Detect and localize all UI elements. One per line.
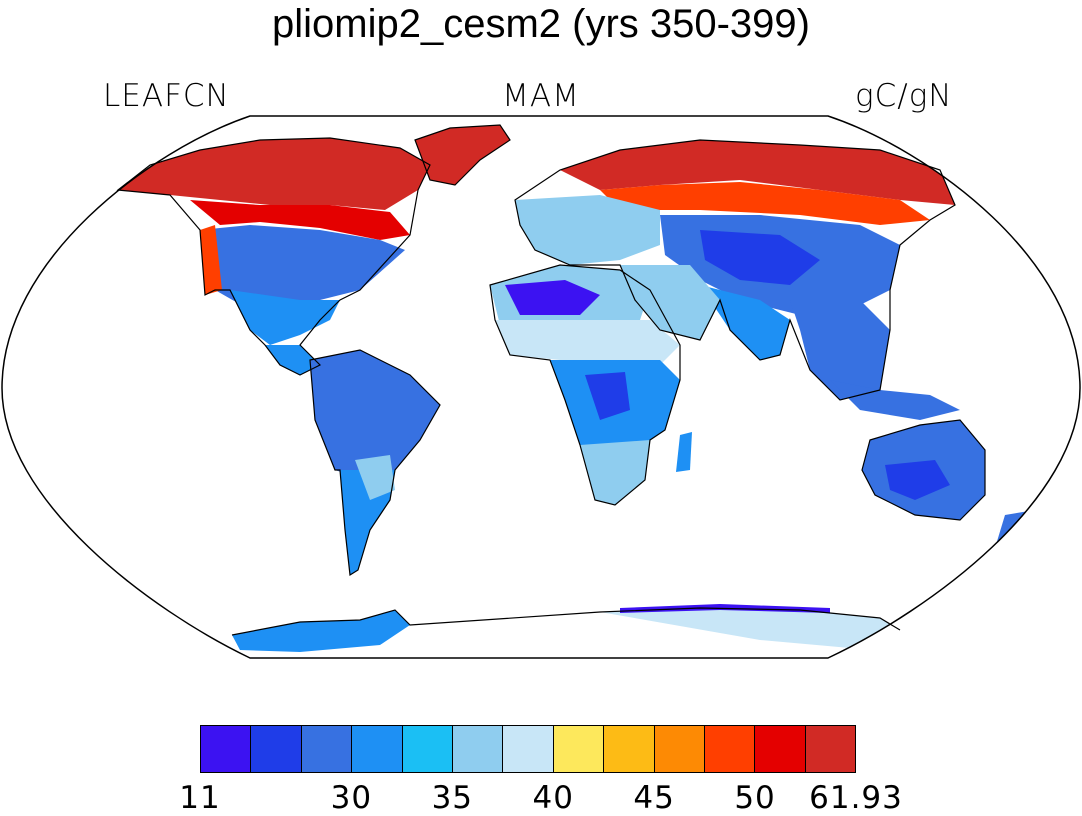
colorbar-tick-label: 45 xyxy=(633,780,675,816)
colorbar-box-7 xyxy=(553,726,605,772)
colorbar-tick-label: 11 xyxy=(179,780,221,816)
colorbar-box-10 xyxy=(704,726,756,772)
region-north-america-south xyxy=(230,290,340,345)
plot-title: pliomip2_cesm2 (yrs 350-399) xyxy=(271,2,810,46)
units-label: gC/gN xyxy=(855,78,953,114)
region-africa-sahel xyxy=(495,320,680,365)
region-eurasia-boreal xyxy=(600,182,930,225)
coastlines xyxy=(116,124,986,636)
colorbar-box-1 xyxy=(251,726,302,772)
region-africa-congo xyxy=(585,372,630,420)
region-south-america-south xyxy=(340,470,395,575)
region-north-america-arctic xyxy=(118,138,430,210)
map-field xyxy=(118,125,1035,652)
region-north-america-boreal xyxy=(190,200,410,240)
region-south-america-north xyxy=(310,350,440,480)
colorbar-box-8 xyxy=(604,726,655,772)
region-europe xyxy=(515,195,660,265)
colorbar-box-3 xyxy=(352,726,403,772)
colorbar-box-12 xyxy=(805,726,856,772)
world-map xyxy=(1,115,1081,659)
map-border xyxy=(1,115,1081,659)
colorbar xyxy=(200,725,856,773)
season-label: MAM xyxy=(502,78,580,114)
region-africa-south xyxy=(580,440,650,505)
region-central-asia-core xyxy=(700,230,820,285)
region-south-america-pampas xyxy=(355,455,395,500)
colorbar-box-4 xyxy=(402,726,453,772)
colorbar-tick-label: 30 xyxy=(330,780,373,816)
colorbar-box-2 xyxy=(301,726,353,772)
region-eurasia-arctic xyxy=(560,140,955,205)
region-new-zealand xyxy=(995,510,1035,548)
region-indonesia xyxy=(830,380,960,420)
region-antarctica-west xyxy=(232,610,410,652)
region-madagascar xyxy=(676,432,692,472)
colorbar-box-9 xyxy=(654,726,705,772)
variable-label: LEAFCN xyxy=(103,78,230,114)
region-central-america xyxy=(265,345,320,375)
colorbar-tick-label: 40 xyxy=(532,780,574,816)
colorbar-box-5 xyxy=(452,726,504,772)
colorbar-box-6 xyxy=(503,726,554,772)
colorbar-tick-label: 61.93 xyxy=(809,780,903,816)
region-greenland xyxy=(415,125,510,185)
colorbar-box-11 xyxy=(755,726,806,772)
colorbar-box-0 xyxy=(201,726,252,772)
region-north-america-west xyxy=(200,225,222,295)
region-south-asia xyxy=(700,285,790,360)
region-antarctica-east xyxy=(600,608,900,648)
region-middle-east xyxy=(620,265,720,340)
region-north-america-central xyxy=(200,225,405,310)
region-africa-sahara-core xyxy=(505,280,600,315)
colorbar-tick-label: 35 xyxy=(431,780,474,816)
colorbar-tick-label: 50 xyxy=(734,780,776,816)
region-australia-interior xyxy=(885,460,950,500)
